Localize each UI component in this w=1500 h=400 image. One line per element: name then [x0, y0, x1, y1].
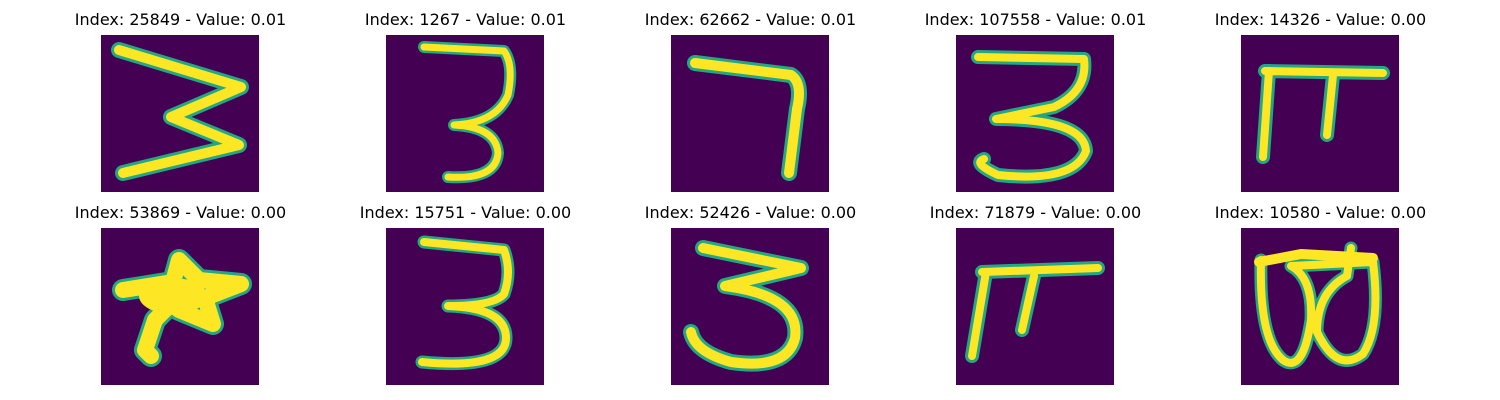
panel-3: Index: 62662 - Value: 0.01	[608, 0, 893, 192]
panel-title: Index: 14326 - Value: 0.00	[1214, 10, 1427, 29]
glyph-image	[101, 35, 259, 192]
glyph-image	[101, 228, 259, 385]
panel-2: Index: 1267 - Value: 0.01	[323, 0, 608, 192]
panel-title: Index: 52426 - Value: 0.00	[644, 203, 857, 222]
glyph-image	[956, 35, 1114, 192]
panel-title: Index: 10580 - Value: 0.00	[1214, 203, 1427, 222]
panel-9: Index: 71879 - Value: 0.00	[893, 193, 1178, 385]
panel-title: Index: 71879 - Value: 0.00	[929, 203, 1142, 222]
panel-title: Index: 53869 - Value: 0.00	[74, 203, 287, 222]
panel-title: Index: 107558 - Value: 0.01	[924, 10, 1147, 29]
panel-title: Index: 25849 - Value: 0.01	[74, 10, 287, 29]
glyph-image	[1241, 35, 1399, 192]
panel-8: Index: 52426 - Value: 0.00	[608, 193, 893, 385]
panel-7: Index: 15751 - Value: 0.00	[323, 193, 608, 385]
panel-title: Index: 1267 - Value: 0.01	[364, 10, 567, 29]
panel-title: Index: 62662 - Value: 0.01	[644, 10, 857, 29]
glyph-image	[671, 35, 829, 192]
glyph-image	[956, 228, 1114, 385]
panel-title: Index: 15751 - Value: 0.00	[359, 203, 572, 222]
glyph-image	[386, 228, 544, 385]
glyph-image	[671, 228, 829, 385]
glyph-image	[1241, 228, 1399, 385]
glyph-image	[386, 35, 544, 192]
panel-1: Index: 25849 - Value: 0.01	[38, 0, 323, 192]
panel-4: Index: 107558 - Value: 0.01	[893, 0, 1178, 192]
panel-10: Index: 10580 - Value: 0.00	[1178, 193, 1463, 385]
panel-6: Index: 53869 - Value: 0.00	[38, 193, 323, 385]
panel-5: Index: 14326 - Value: 0.00	[1178, 0, 1463, 192]
